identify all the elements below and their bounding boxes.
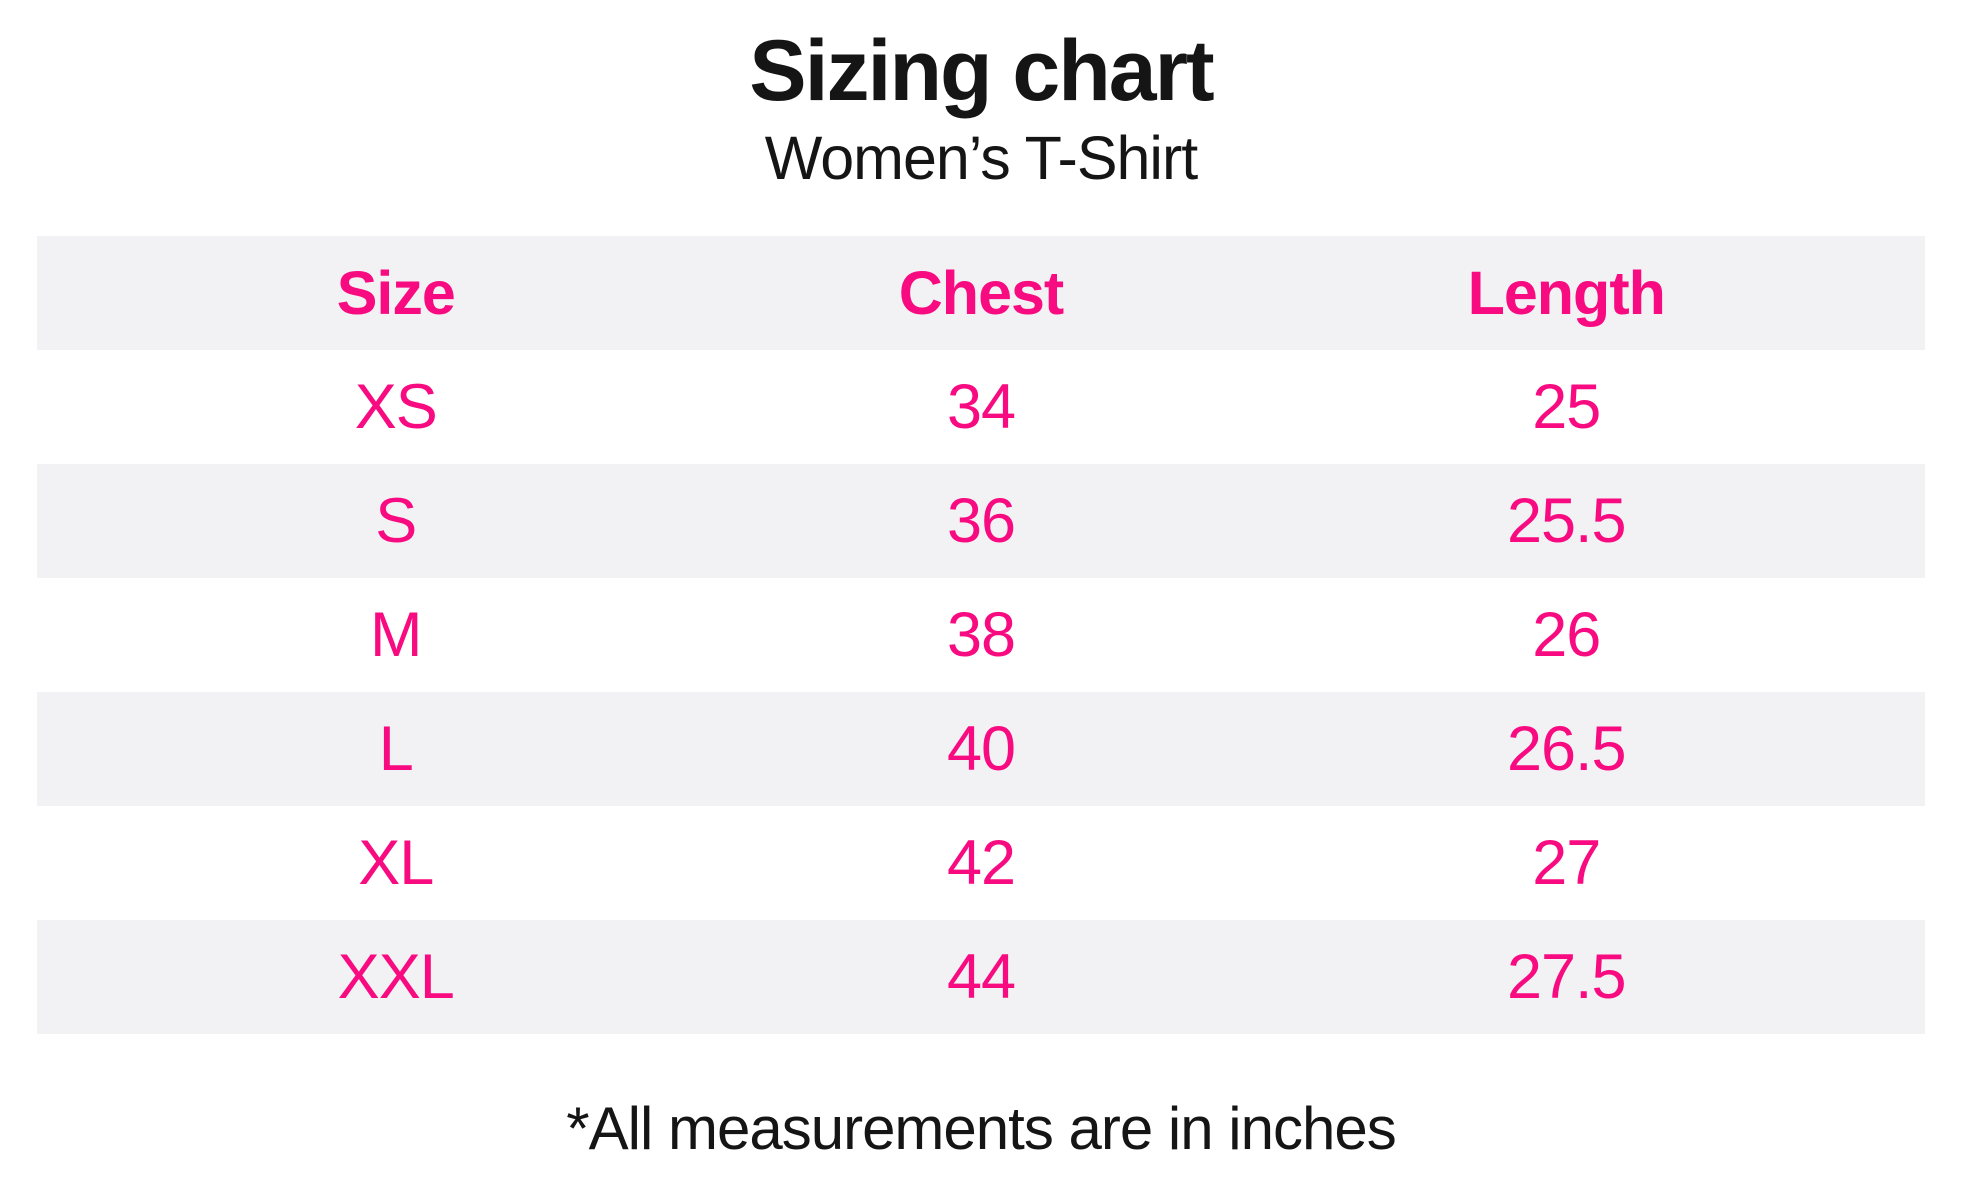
- length-value: 25.5: [1506, 486, 1627, 556]
- column-header-length: Length: [1467, 259, 1666, 327]
- page-subtitle: Women’s T-Shirt: [764, 124, 1199, 192]
- page-title: Sizing chart: [749, 23, 1214, 119]
- chest-value: 42: [946, 828, 1016, 898]
- column-header-size: Size: [336, 259, 456, 327]
- size-value: XS: [354, 372, 438, 442]
- table-row-xs: XS 34 25: [37, 350, 1925, 464]
- sizing-table: Size Chest Length XS 34 25 S 36 25.5 M 3…: [37, 236, 1925, 1034]
- chest-value: 36: [946, 486, 1016, 556]
- chest-value: 34: [946, 372, 1016, 442]
- chest-value: 40: [946, 714, 1016, 784]
- length-value: 27: [1532, 828, 1601, 898]
- table-row-l: L 40 26.5: [37, 692, 1925, 806]
- table-header-row: Size Chest Length: [37, 236, 1925, 350]
- size-value: L: [378, 714, 414, 784]
- chest-value: 38: [946, 600, 1016, 670]
- chest-value: 44: [946, 942, 1016, 1012]
- length-value: 25: [1532, 372, 1601, 442]
- measurements-footnote: *All measurements are in inches: [566, 1095, 1396, 1162]
- table-row-s: S 36 25.5: [37, 464, 1925, 578]
- table-row-m: M 38 26: [37, 578, 1925, 692]
- size-value: XXL: [337, 942, 455, 1012]
- length-value: 27.5: [1506, 942, 1627, 1012]
- size-value: S: [375, 486, 417, 556]
- size-value: M: [369, 600, 422, 670]
- length-value: 26: [1532, 600, 1601, 670]
- column-header-chest: Chest: [898, 259, 1064, 327]
- length-value: 26.5: [1506, 714, 1627, 784]
- size-value: XL: [358, 828, 434, 898]
- table-row-xxl: XXL 44 27.5: [37, 920, 1925, 1034]
- table-row-xl: XL 42 27: [37, 806, 1925, 920]
